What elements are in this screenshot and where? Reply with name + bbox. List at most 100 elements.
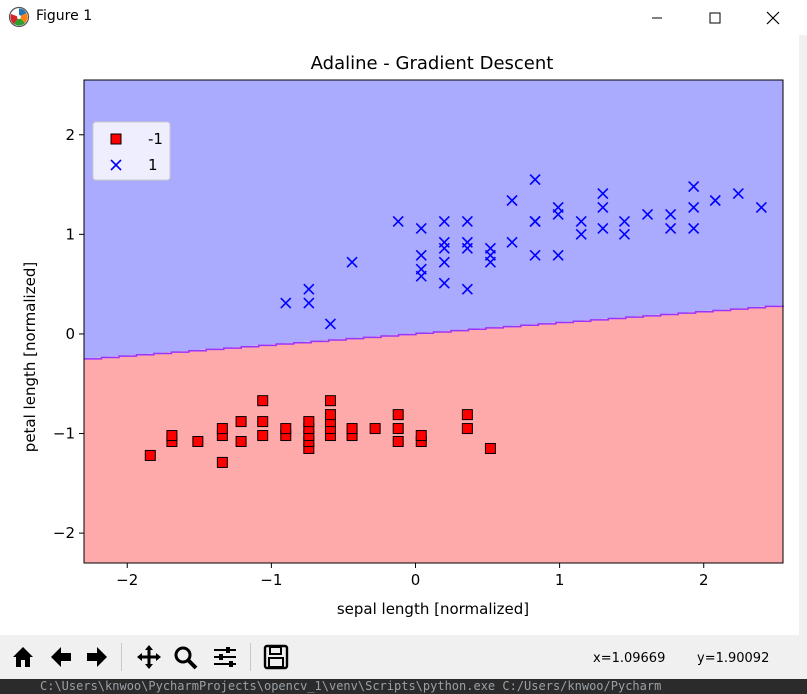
data-point-class-1 [438,215,450,227]
data-point-class-1 [438,277,450,289]
pan-button[interactable] [133,641,165,673]
x-marker-stroke [641,208,654,221]
x-marker-stroke [688,201,700,214]
data-point-class-neg1 [303,416,315,428]
x-marker-stroke [665,208,677,221]
data-point-class-neg1 [324,409,336,421]
data-point-class-1 [732,187,744,200]
data-point-class-neg1 [257,430,269,442]
data-point-class-1 [688,222,700,234]
x-marker-stroke [392,215,404,227]
legend: -11 [92,121,171,181]
x-marker-stroke [506,236,518,248]
data-point-class-1 [618,228,631,240]
x-tick-label: −2 [116,571,138,589]
y-tick-label: −2 [53,524,75,542]
data-point-class-neg1 [369,423,381,435]
data-point-class-neg1 [192,436,204,448]
data-point-class-1 [506,236,518,248]
terminal-line: C:\Users\knwoo\PycharmProjects\opencv_1\… [0,679,807,694]
x-marker-stroke [618,228,631,240]
data-point-class-1 [484,242,496,254]
data-point-class-neg1 [166,430,178,442]
x-marker-stroke [575,215,587,227]
data-point-class-1 [461,215,473,227]
data-point-class-neg1 [216,456,228,468]
toolbar-separator [121,643,122,671]
y-tick-label: −1 [53,425,75,443]
data-point-class-1 [392,215,404,227]
data-point-class-1 [529,249,541,261]
x-marker-stroke [324,318,337,330]
x-marker-stroke [438,256,450,268]
configure-button[interactable] [209,641,241,673]
data-point-class-1 [597,222,609,234]
scatter-chart: Adaline - Gradient Descent −2 −1 0 1 2 −2 −1 0 1… [21,53,784,618]
data-point-class-neg1 [324,395,336,407]
region-class-1 [84,80,783,359]
data-point-class-neg1 [280,423,292,435]
minimize-icon [652,17,662,18]
data-point-class-1 [438,236,450,248]
x-marker-stroke [755,201,767,214]
zoom-button[interactable] [169,641,201,673]
data-point-class-neg1 [415,430,427,442]
data-point-class-neg1 [392,436,404,448]
data-point-class-1 [506,194,518,207]
legend-marker-1 [110,159,122,171]
data-point-class-neg1 [257,395,269,407]
data-point-class-1 [415,222,427,234]
data-point-class-neg1 [461,423,473,435]
x-marker-stroke [461,283,473,295]
x-marker-stroke [618,215,631,227]
x-marker-stroke [597,222,609,234]
x-marker-stroke [552,201,564,214]
floppy-disk-icon [263,644,289,670]
plot-frame [83,79,784,564]
x-marker-stroke [732,187,744,200]
x-marker-stroke [438,236,450,248]
data-point-class-1 [688,201,700,214]
x-marker-stroke [415,263,427,275]
x-marker-stroke [709,194,721,207]
maximize-icon [709,12,721,23]
x-marker-stroke [506,194,518,207]
data-point-class-1 [415,249,427,261]
data-point-class-neg1 [235,416,247,428]
magnifier-icon [174,646,198,670]
minimize-button[interactable] [628,0,686,35]
y-tick-label: 2 [65,126,75,144]
data-point-class-neg1 [461,409,473,421]
figure-canvas[interactable]: Adaline - Gradient Descent −2 −1 0 1 2 −2 −1 0 1… [0,35,807,635]
data-point-class-1 [709,194,721,207]
x-tick-label: 2 [699,571,709,589]
close-button[interactable] [744,0,802,35]
x-tick-label: −1 [260,571,282,589]
x-marker-stroke [280,297,292,309]
back-button[interactable] [45,641,77,673]
x-marker-stroke [461,236,473,248]
x-marker-stroke [529,249,541,261]
data-point-class-1 [665,208,677,221]
move-icon [137,645,161,669]
x-marker-stroke [484,242,496,254]
data-point-class-1 [346,256,358,268]
home-button[interactable] [7,641,39,673]
maximize-button[interactable] [686,0,744,35]
y-tick-label: 1 [65,225,75,243]
window-edge [799,35,807,635]
window-title: Figure 1 [36,8,93,24]
decision-boundary [84,305,784,360]
navigation-toolbar: x=1.09669 y=1.90092 [0,635,807,679]
x-marker-stroke [415,249,427,261]
data-point-class-neg1 [392,409,404,421]
x-marker-stroke [415,222,427,234]
forward-button[interactable] [81,641,113,673]
arrow-right-icon [87,647,107,667]
matplotlib-logo-icon [8,6,30,28]
x-marker-stroke [303,297,315,309]
data-point-class-1 [552,201,564,214]
save-button[interactable] [260,641,292,673]
toolbar-separator [250,643,251,671]
data-point-class-neg1 [484,442,496,454]
